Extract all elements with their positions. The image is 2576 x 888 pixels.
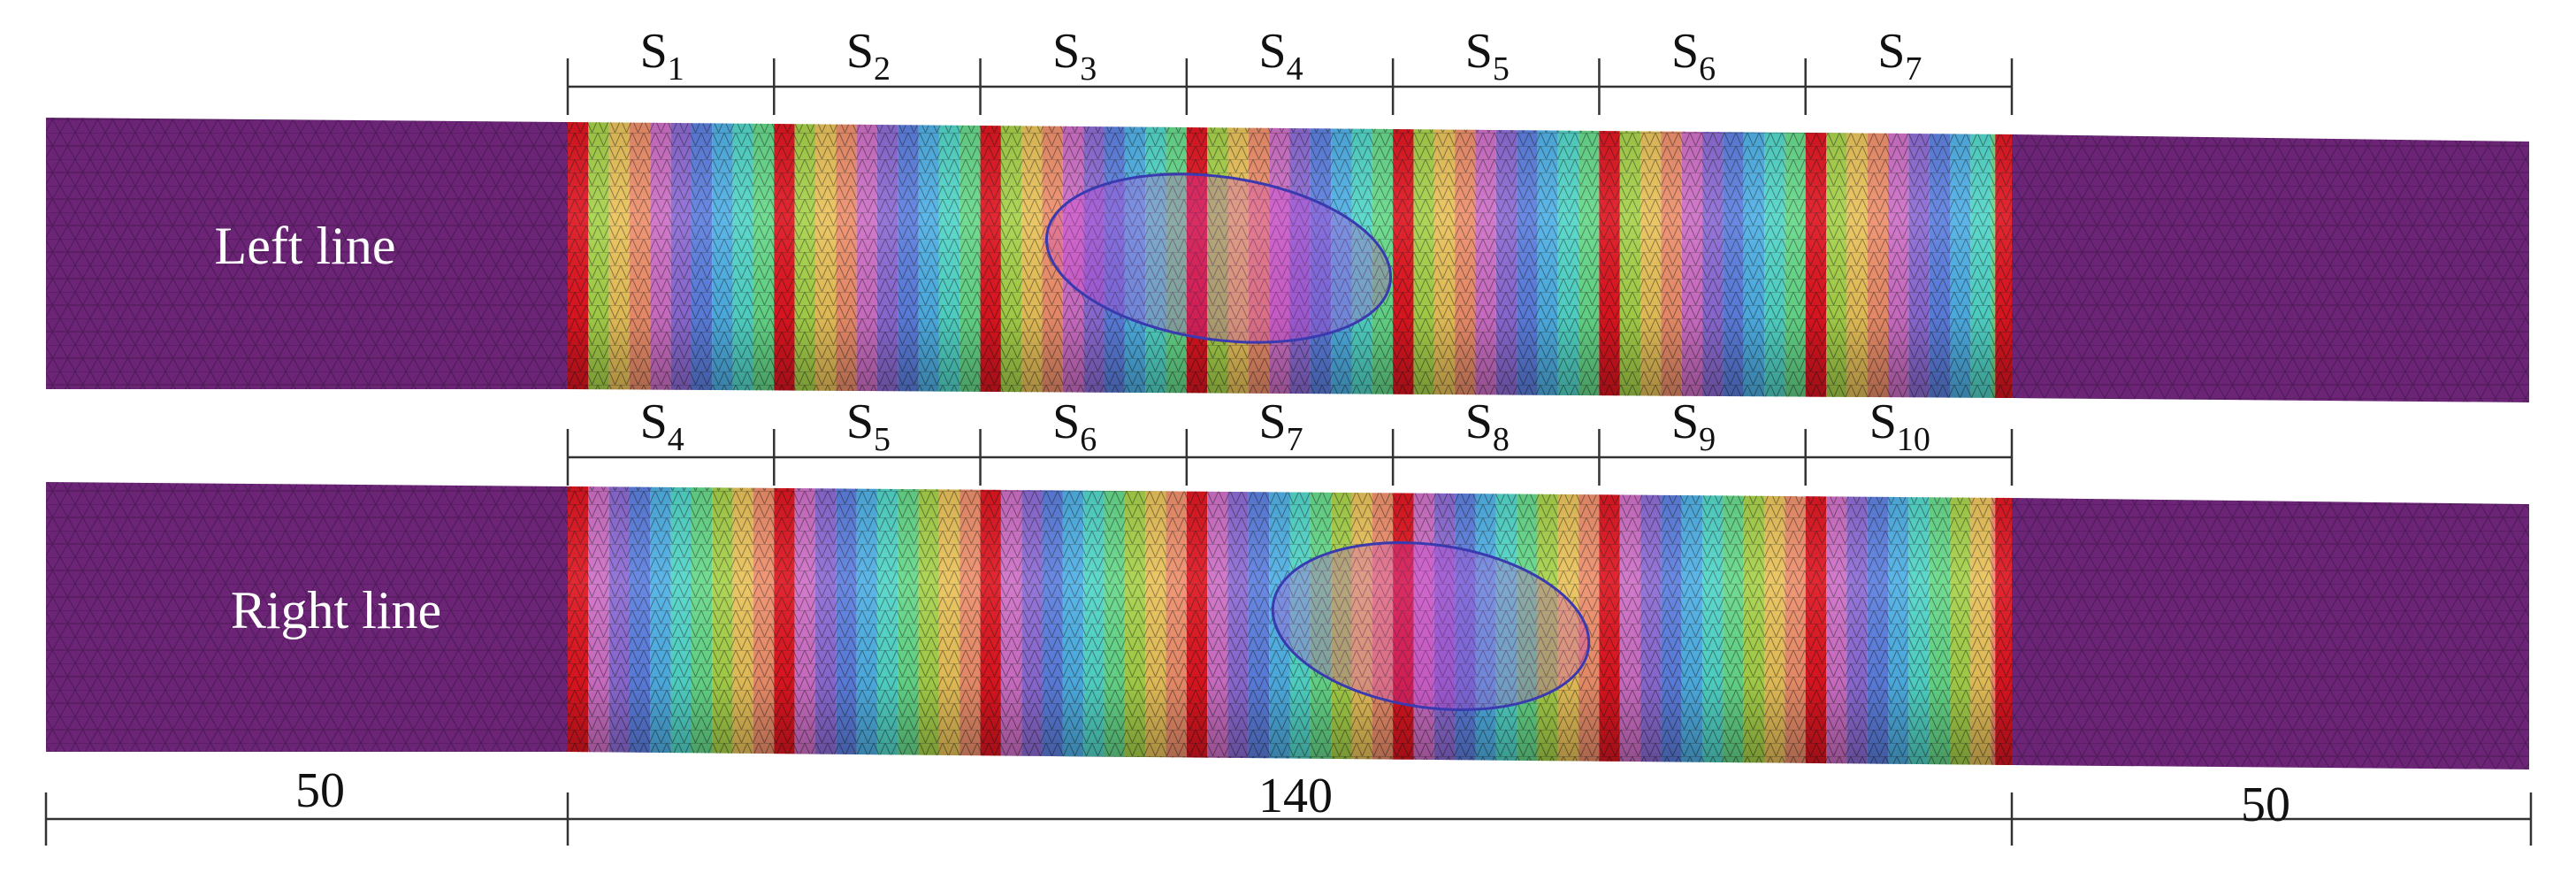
left-line-tube: Left line <box>46 118 2529 402</box>
left-line-band-shading <box>568 122 2012 398</box>
dimension-left-label: 50 <box>295 763 345 818</box>
right-line-tube: Right line <box>46 482 2529 769</box>
right-line-segment-ruler: S4 S5 S6 S7 S8 S9 S10 <box>566 394 2014 486</box>
dimension-center-label: 140 <box>1258 769 1333 823</box>
right-line-segment-label: S7 <box>1258 394 1303 458</box>
dimension-ruler <box>44 792 2533 846</box>
left-line-segment-label: S7 <box>1877 24 1922 88</box>
right-line-outer-right-mesh <box>2012 498 2529 769</box>
left-line-segment-label: S1 <box>640 24 684 88</box>
left-line-outer-right-mesh <box>2012 134 2529 402</box>
right-line-outer-left-mesh <box>46 482 568 752</box>
left-line-segment-label: S4 <box>1258 24 1303 88</box>
right-line-segment-label: S8 <box>1465 394 1510 458</box>
right-line-segment-label: S4 <box>640 394 684 458</box>
right-line-banded-section <box>568 486 2012 765</box>
left-line-segment-label: S3 <box>1052 24 1097 88</box>
right-line-segment-label: S9 <box>1671 394 1716 458</box>
right-line-segment-label: S10 <box>1869 394 1930 458</box>
right-line-segment-label: S5 <box>846 394 891 458</box>
left-line-outer-left-mesh <box>46 118 568 389</box>
left-line-label: Left line <box>215 217 396 275</box>
left-line-segment-ruler: S1 S2 S3 S4 S5 S6 S7 <box>566 24 2014 115</box>
right-line-segment-label: S6 <box>1052 394 1097 458</box>
left-line-defect-outline <box>1044 172 1393 344</box>
left-line-segment-label: S6 <box>1671 24 1716 88</box>
right-line-band-shading <box>568 486 2012 765</box>
left-line-banded-section <box>568 122 2012 399</box>
right-line-defect-outline <box>1271 541 1591 711</box>
left-line-segment-label: S2 <box>846 24 891 88</box>
dimension-right-label: 50 <box>2241 777 2290 832</box>
left-line-segment-label: S5 <box>1465 24 1510 88</box>
right-line-label: Right line <box>231 581 441 639</box>
